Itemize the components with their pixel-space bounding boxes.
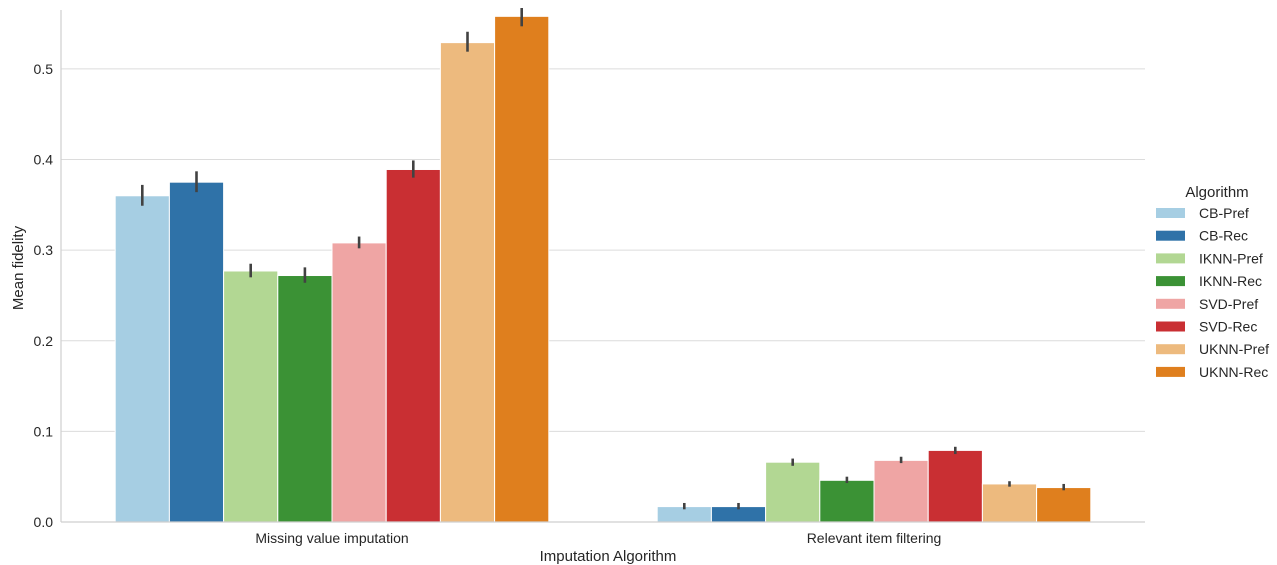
legend-label: IKNN-Rec [1199,273,1262,289]
bar-uknn-pref-1 [439,42,496,523]
error-bars [141,8,1065,510]
bar-uknn-rec-2 [1036,487,1092,523]
y-tick-label: 0.2 [34,333,54,349]
x-tick-label: Missing value imputation [255,530,408,546]
legend-swatch-iknn-rec [1156,276,1185,287]
bar-uknn-rec-1 [494,15,550,523]
legend-swatch-uknn-pref [1156,344,1185,355]
axes [60,10,1145,523]
legend: Algorithm CB-Pref CB-Rec IKNN-Pref IKNN-Rec… [1156,184,1269,380]
legend-label: UKNN-Rec [1199,364,1268,380]
bar-iknn-rec-2 [819,479,875,523]
bar-cb-rec-1 [168,181,225,523]
legend-swatch-uknn-rec [1156,366,1185,377]
y-tick-label: 0.0 [34,514,54,530]
y-tick-labels: 0.0 0.1 0.2 0.3 0.4 0.5 [34,61,54,530]
bar-svd-pref-1 [331,242,387,523]
bar-cb-pref-1 [114,195,170,523]
legend-swatch-iknn-pref [1156,253,1185,264]
bar-svd-rec-1 [385,168,441,523]
legend-label: IKNN-Pref [1199,250,1263,266]
bar-uknn-pref-2 [981,483,1038,523]
bars [114,15,1092,523]
x-tick-labels: Missing value imputation Relevant item fi… [255,530,941,546]
bar-iknn-pref-1 [223,270,279,523]
legend-swatch-svd-pref [1156,298,1185,309]
legend-label: UKNN-Pref [1199,341,1269,357]
bar-iknn-rec-1 [277,275,333,523]
y-axis-title: Mean fidelity [10,225,27,310]
bar-svd-rec-2 [927,449,983,523]
legend-label: CB-Pref [1199,205,1249,221]
legend-swatch-cb-pref [1156,208,1185,218]
bar-iknn-pref-2 [765,461,821,523]
legend-swatch-svd-rec [1156,321,1185,332]
legend-swatch-cb-rec [1156,230,1185,241]
y-tick-label: 0.3 [34,242,54,258]
bar-svd-pref-2 [873,459,929,523]
legend-title: Algorithm [1185,184,1248,201]
y-tick-label: 0.1 [34,423,54,439]
x-tick-label: Relevant item filtering [807,530,942,546]
legend-label: SVD-Pref [1199,296,1258,312]
y-tick-label: 0.4 [34,152,54,168]
legend-label: CB-Rec [1199,228,1248,244]
legend-label: SVD-Rec [1199,319,1257,335]
y-tick-label: 0.5 [34,61,54,77]
x-axis-title: Imputation Algorithm [540,548,677,565]
